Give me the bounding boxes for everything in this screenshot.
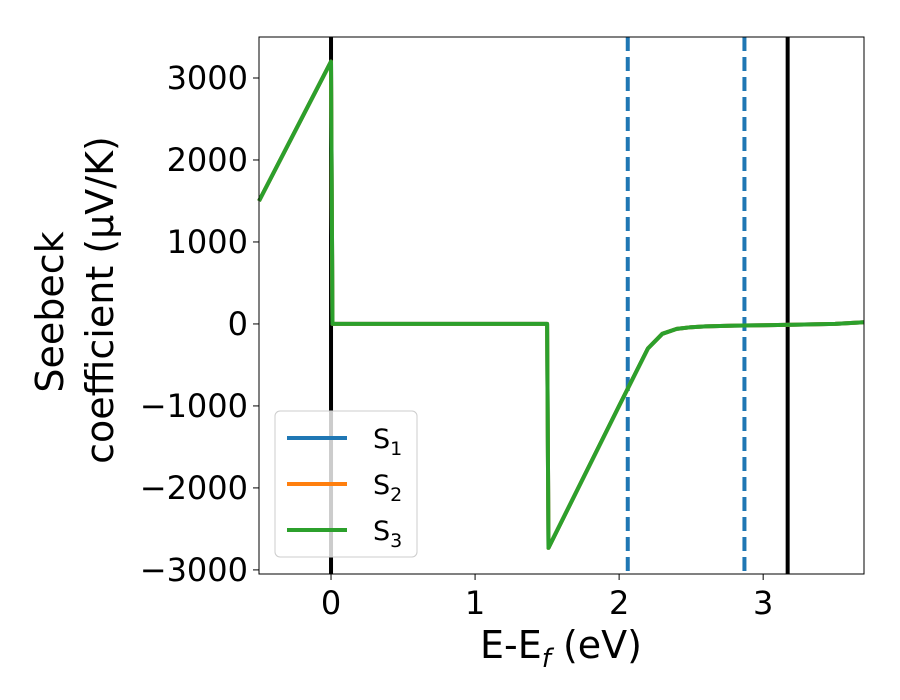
x-tick-label: 2: [609, 584, 629, 622]
y-tick-label: −3000: [140, 551, 248, 589]
x-tick-label: 1: [465, 584, 485, 622]
y-axis-label-line1: Seebeck: [28, 231, 72, 392]
y-tick-label: 1000: [167, 223, 248, 261]
series-lines: [257, 59, 865, 550]
plot-frame: [258, 36, 865, 575]
y-axis-label-line2: coefficient (μV/K): [78, 136, 122, 464]
y-tick-label: −1000: [140, 387, 248, 425]
legend: S1 S2 S3: [274, 410, 418, 558]
legend-label-s2: S2: [373, 470, 402, 506]
legend-label-s3: S3: [373, 516, 402, 552]
y-tick-label: −2000: [140, 469, 248, 507]
x-axis-label: E-Ef (eV): [480, 623, 642, 674]
legend-label-s1: S1: [373, 424, 402, 460]
x-tick-label: 0: [321, 584, 341, 622]
series-line-s3: [257, 59, 865, 550]
y-tick-label: 2000: [167, 141, 248, 179]
x-axis-ticks: 0 1 2 3: [321, 574, 773, 622]
y-tick-label: 3000: [167, 59, 248, 97]
y-tick-label: 0: [228, 305, 248, 343]
x-tick-label: 3: [753, 584, 773, 622]
y-axis-ticks: 3000 2000 1000 0 −1000 −2000 −3000: [140, 59, 259, 589]
